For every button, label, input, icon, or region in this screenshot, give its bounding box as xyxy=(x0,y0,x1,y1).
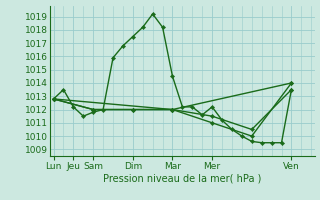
X-axis label: Pression niveau de la mer( hPa ): Pression niveau de la mer( hPa ) xyxy=(103,173,261,183)
